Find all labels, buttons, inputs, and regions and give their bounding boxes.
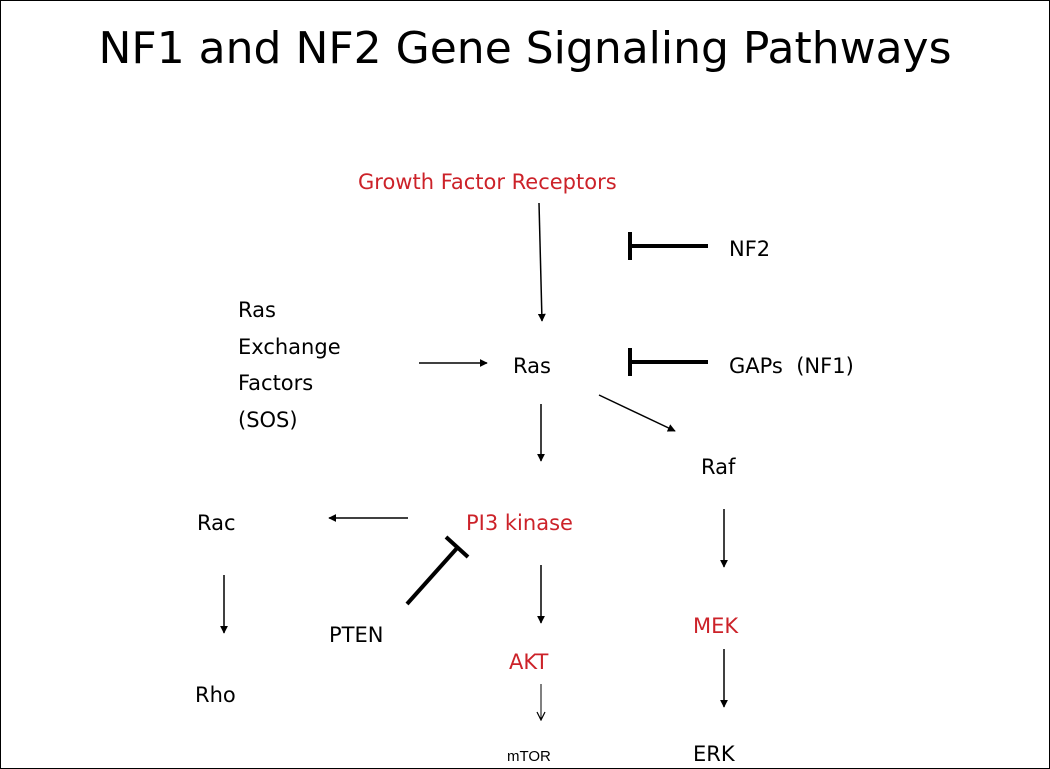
ras-exchange-factors-line-2: Exchange (238, 335, 341, 359)
node-ras-exchange-factors: Ras Exchange Factors (SOS) (238, 298, 347, 432)
node-rho: Rho (195, 683, 236, 707)
arrow-growth-factor-to-ras (537, 202, 546, 322)
node-mek: MEK (693, 614, 739, 638)
node-rac: Rac (197, 511, 236, 535)
ras-exchange-factors-line-3: Factors (238, 371, 313, 395)
inhibition-gaps-nf1 (628, 348, 708, 376)
page-title: NF1 and NF2 Gene Signaling Pathways (98, 23, 952, 74)
inhibition-nf2 (628, 232, 708, 260)
node-erk: ERK (693, 742, 736, 766)
node-pten: PTEN (329, 623, 383, 647)
ras-exchange-factors-line-4: (SOS) (238, 408, 298, 432)
node-ras: Ras (513, 354, 551, 378)
node-raf: Raf (701, 455, 736, 479)
node-mtor: mTOR (507, 748, 551, 765)
node-pi3-kinase: PI3 kinase (466, 511, 573, 535)
node-nf2: NF2 (729, 237, 770, 261)
node-akt: AKT (509, 650, 549, 674)
node-growth-factor-receptors: Growth Factor Receptors (358, 170, 617, 194)
node-gaps-nf1: GAPs (NF1) (729, 354, 854, 378)
arrow-ras-to-raf (598, 394, 676, 432)
ras-exchange-factors-line-1: Ras (238, 298, 276, 322)
inhibition-pten (405, 535, 470, 606)
